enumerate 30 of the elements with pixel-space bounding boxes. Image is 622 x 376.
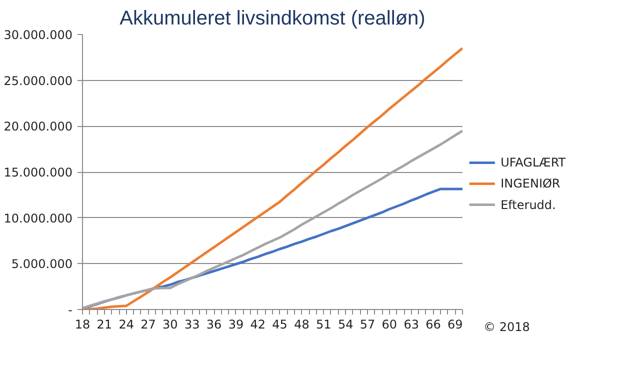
- x-tick-label: 60: [382, 318, 398, 332]
- x-tick-label: 33: [184, 318, 200, 332]
- x-tick-label: 63: [404, 318, 419, 332]
- legend-label: INGENIØR: [500, 176, 560, 191]
- x-tick-label: 66: [426, 318, 441, 332]
- x-tick-label: 48: [294, 318, 310, 332]
- x-tick-label: 18: [74, 318, 90, 332]
- chart-title: Akkumuleret livsindkomst (realløn): [120, 8, 426, 30]
- x-tick-label: 21: [96, 318, 112, 332]
- x-tick-label: 42: [250, 318, 266, 332]
- x-tick-label: 57: [360, 318, 376, 332]
- x-tick-label: 30: [162, 318, 178, 332]
- x-tick-label: 54: [338, 318, 354, 332]
- x-tick-label: 27: [140, 318, 156, 332]
- x-tick-label: 45: [272, 318, 288, 332]
- y-tick-label: 25.000.000: [4, 74, 73, 88]
- text: © 2018: [484, 320, 530, 334]
- legend-label: Efterudd.: [500, 198, 556, 212]
- x-tick-label: 39: [228, 318, 244, 332]
- y-tick-label: -: [68, 303, 73, 317]
- y-tick-label: 30.000.000: [4, 28, 73, 42]
- y-tick-label: 15.000.000: [4, 166, 73, 180]
- x-tick-label: 51: [316, 318, 332, 332]
- x-tick-label: 69: [448, 318, 463, 332]
- legend-label: UFAGLÆRT: [500, 156, 566, 170]
- x-tick-label: 36: [206, 318, 222, 332]
- y-tick-label: 20.000.000: [4, 120, 73, 134]
- y-tick-label: 10.000.000: [4, 211, 73, 226]
- y-tick-label: 5.000.000: [11, 257, 73, 272]
- x-tick-label: 24: [118, 318, 134, 332]
